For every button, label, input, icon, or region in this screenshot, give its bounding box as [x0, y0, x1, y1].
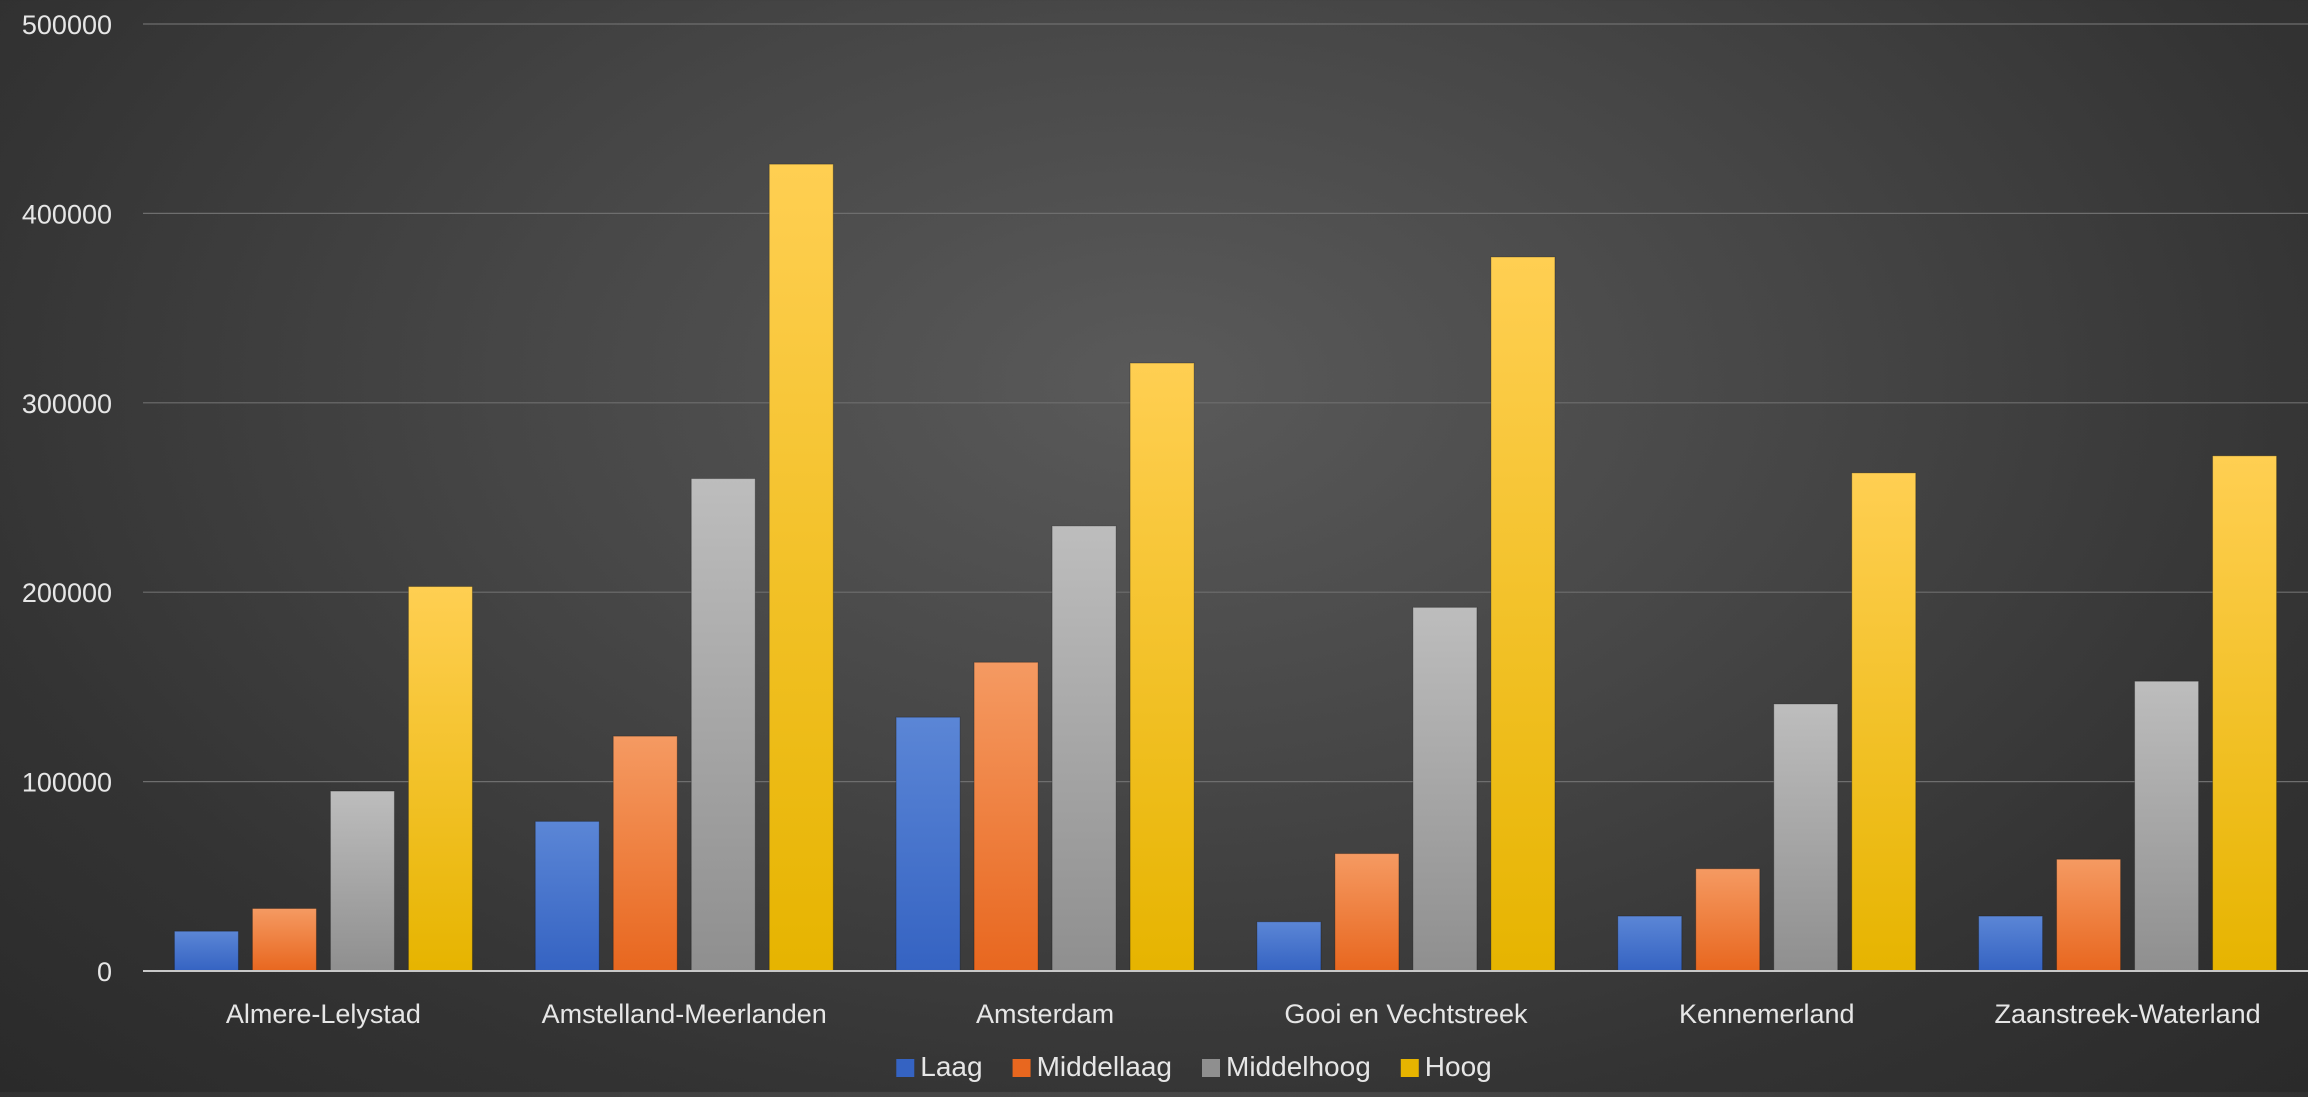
- legend: Laag Middellaag Middelhoog Hoog: [896, 1051, 1492, 1082]
- bar-middelhoog-zaanstreek-waterland: [2134, 680, 2200, 972]
- bar-hoog-gooi-en-vechtstreek: [1490, 256, 1556, 972]
- bar-laag-almere-lelystad: [173, 930, 239, 972]
- legend-label-hoog: Hoog: [1425, 1051, 1492, 1082]
- legend-label-middellaag: Middellaag: [1037, 1051, 1172, 1082]
- x-tick-label: Zaanstreek-Waterland: [1995, 999, 2261, 1029]
- legend-label-laag: Laag: [920, 1051, 982, 1082]
- y-tick-label: 100000: [22, 768, 112, 798]
- bar-laag-kennemerland: [1617, 915, 1683, 972]
- bar-middellaag-zaanstreek-waterland: [2056, 858, 2122, 972]
- legend-swatch-hoog: [1400, 1059, 1419, 1077]
- bar-middelhoog-gooi-en-vechtstreek: [1412, 606, 1478, 972]
- bar-middelhoog-kennemerland: [1773, 703, 1839, 972]
- y-tick-label: 0: [97, 957, 112, 987]
- bar-middellaag-amstelland-meerlanden: [612, 735, 678, 972]
- bar-laag-gooi-en-vechtstreek: [1256, 921, 1322, 972]
- x-tick-label: Kennemerland: [1679, 999, 1855, 1029]
- bar-hoog-zaanstreek-waterland: [2212, 455, 2278, 972]
- y-tick-label: 300000: [22, 389, 112, 419]
- bar-middelhoog-amstelland-meerlanden: [690, 478, 756, 972]
- x-tick-label: Amsterdam: [976, 999, 1114, 1029]
- y-tick-label: 400000: [22, 199, 112, 229]
- legend-label-middelhoog: Middelhoog: [1226, 1051, 1371, 1082]
- y-tick-label: 500000: [22, 10, 112, 40]
- bar-hoog-almere-lelystad: [407, 586, 473, 972]
- bar-middellaag-almere-lelystad: [251, 907, 317, 972]
- legend-swatch-laag: [896, 1059, 915, 1077]
- x-tick-label: Gooi en Vechtstreek: [1284, 999, 1528, 1029]
- axes: 0 100000 200000 300000 400000 500000 Almere-Le…: [22, 10, 2308, 1029]
- x-tick-label: Amstelland-Meerlanden: [542, 999, 827, 1029]
- legend-swatch-middelhoog: [1202, 1059, 1220, 1077]
- bar-middelhoog-almere-lelystad: [329, 790, 395, 972]
- bar-middellaag-amsterdam: [973, 661, 1039, 972]
- bar-middelhoog-amsterdam: [1051, 525, 1117, 972]
- bar-laag-amsterdam: [895, 716, 961, 972]
- bar-middellaag-gooi-en-vechtstreek: [1334, 853, 1400, 972]
- gridlines: [143, 23, 2308, 783]
- bar-hoog-amstelland-meerlanden: [768, 163, 834, 972]
- bar-laag-zaanstreek-waterland: [1978, 915, 2044, 972]
- bar-hoog-kennemerland: [1851, 472, 1917, 972]
- bars: [173, 163, 2278, 972]
- bar-hoog-amsterdam: [1129, 362, 1195, 972]
- x-tick-label: Almere-Lelystad: [226, 999, 421, 1029]
- bar-middellaag-kennemerland: [1695, 868, 1761, 972]
- legend-swatch-middellaag: [1012, 1059, 1031, 1077]
- bar-laag-amstelland-meerlanden: [534, 820, 600, 972]
- y-tick-label: 200000: [22, 578, 112, 608]
